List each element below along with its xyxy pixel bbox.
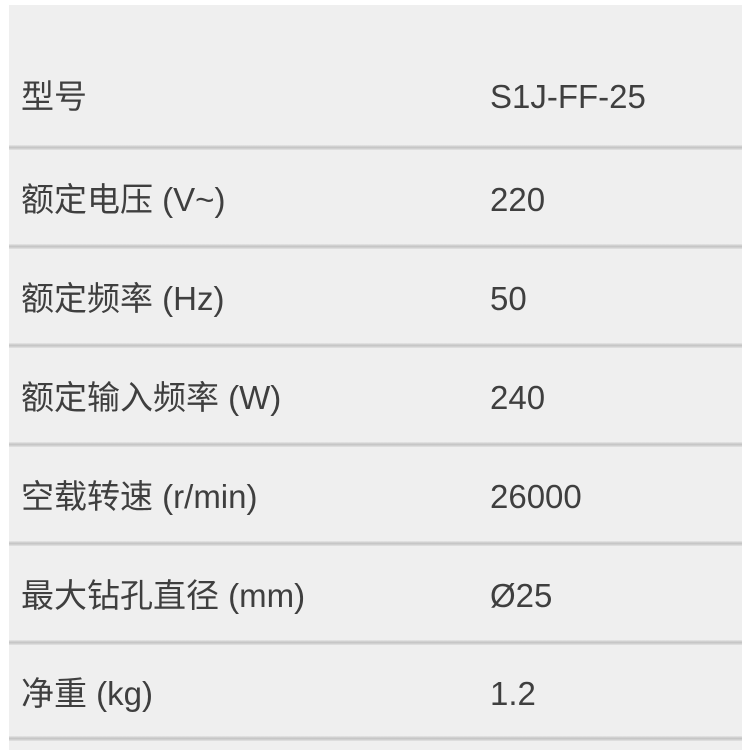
spec-table: 型号 S1J-FF-25 额定电压 (V~) 220 额定频率 (Hz) 50 … — [9, 5, 742, 750]
spec-row-rated-input-power: 额定输入频率 (W) 240 — [9, 348, 742, 447]
spec-value: 26000 — [490, 478, 582, 515]
spec-label: 型号 — [21, 77, 87, 115]
row-divider — [9, 442, 742, 447]
spec-value: 240 — [490, 379, 546, 416]
row-divider — [9, 541, 742, 546]
spec-value: Ø25 — [490, 577, 553, 614]
spec-label: 额定输入频率 (W) — [21, 379, 282, 416]
spec-row-net-weight: 净重 (kg) 1.2 — [9, 645, 742, 741]
spec-label: 额定频率 (Hz) — [21, 280, 225, 317]
spec-label: 最大钻孔直径 (mm) — [21, 577, 306, 614]
spec-value: 50 — [490, 280, 527, 317]
spec-value: 220 — [490, 181, 546, 218]
row-divider — [9, 640, 742, 645]
spec-label: 净重 (kg) — [21, 674, 153, 712]
spec-row-rated-voltage: 额定电压 (V~) 220 — [9, 150, 742, 249]
spec-label: 额定电压 (V~) — [21, 181, 226, 218]
spec-label: 空载转速 (r/min) — [21, 478, 258, 515]
spec-row-no-load-speed: 空载转速 (r/min) 26000 — [9, 447, 742, 546]
row-divider — [9, 244, 742, 249]
spec-row-rated-frequency: 额定频率 (Hz) 50 — [9, 249, 742, 348]
spec-value: 1.2 — [490, 674, 536, 712]
spec-value: S1J-FF-25 — [490, 77, 646, 115]
row-divider — [9, 343, 742, 348]
spec-row-max-drill-diameter: 最大钻孔直径 (mm) Ø25 — [9, 546, 742, 645]
row-divider — [9, 145, 742, 150]
spec-row-model: 型号 S1J-FF-25 — [9, 5, 742, 150]
row-divider — [9, 736, 742, 741]
